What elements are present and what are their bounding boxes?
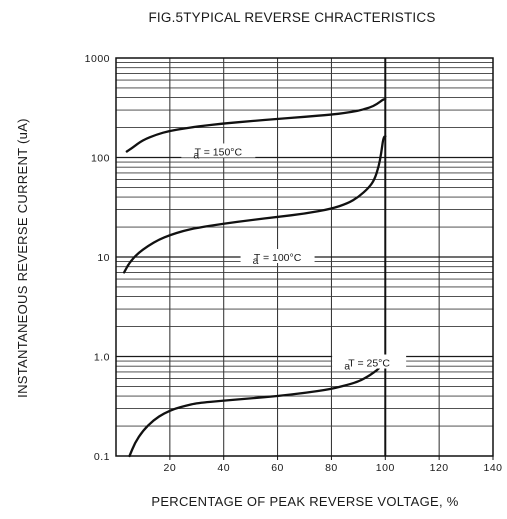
series-label-1: T = 100°C bbox=[254, 252, 302, 264]
series-label-0: T = 150°C bbox=[195, 146, 243, 158]
x-tick-label: 20 bbox=[164, 462, 177, 474]
x-tick-label: 120 bbox=[430, 462, 449, 474]
series-label-bg-0 bbox=[181, 143, 256, 158]
series-label-sub-2: a bbox=[344, 361, 350, 373]
y-tick-label: 1.0 bbox=[94, 352, 110, 364]
series-label-sub-0: a bbox=[193, 149, 199, 161]
x-tick-label: 80 bbox=[325, 462, 338, 474]
x-tick-label: 100 bbox=[376, 462, 395, 474]
y-tick-label: 100 bbox=[91, 153, 110, 165]
series: T = 150°CaT = 100°CaT = 25°Ca bbox=[122, 58, 407, 458]
grid bbox=[116, 58, 493, 456]
chart-title: FIG.5TYPICAL REVERSE CHRACTERISTICS bbox=[148, 10, 435, 25]
y-tick-label: 10 bbox=[97, 252, 110, 264]
ticks: 20 40 60 80 100 120 140 0.1 1.0 10 100 1000 bbox=[85, 53, 502, 474]
x-tick-label: 40 bbox=[217, 462, 230, 474]
series-line-1 bbox=[122, 135, 387, 274]
series-label-bg-2 bbox=[332, 354, 407, 369]
y-tick-label: 0.1 bbox=[94, 451, 110, 463]
x-axis-label: PERCENTAGE OF PEAK REVERSE VOLTAGE, % bbox=[151, 494, 458, 509]
series-label-sub-1: a bbox=[253, 255, 259, 267]
plot-frame bbox=[115, 57, 494, 457]
y-tick-label: 1000 bbox=[85, 53, 110, 65]
series-label-bg-1 bbox=[240, 249, 315, 263]
series-label-2: T = 25°C bbox=[348, 358, 390, 370]
x-tick-label: 60 bbox=[271, 462, 284, 474]
x-tick-label: 140 bbox=[483, 462, 502, 474]
series-line-2 bbox=[128, 359, 387, 458]
y-axis-label: INSTANTANEOUS REVERSE CURRENT (uA) bbox=[15, 118, 30, 398]
series-line-0 bbox=[125, 97, 387, 153]
